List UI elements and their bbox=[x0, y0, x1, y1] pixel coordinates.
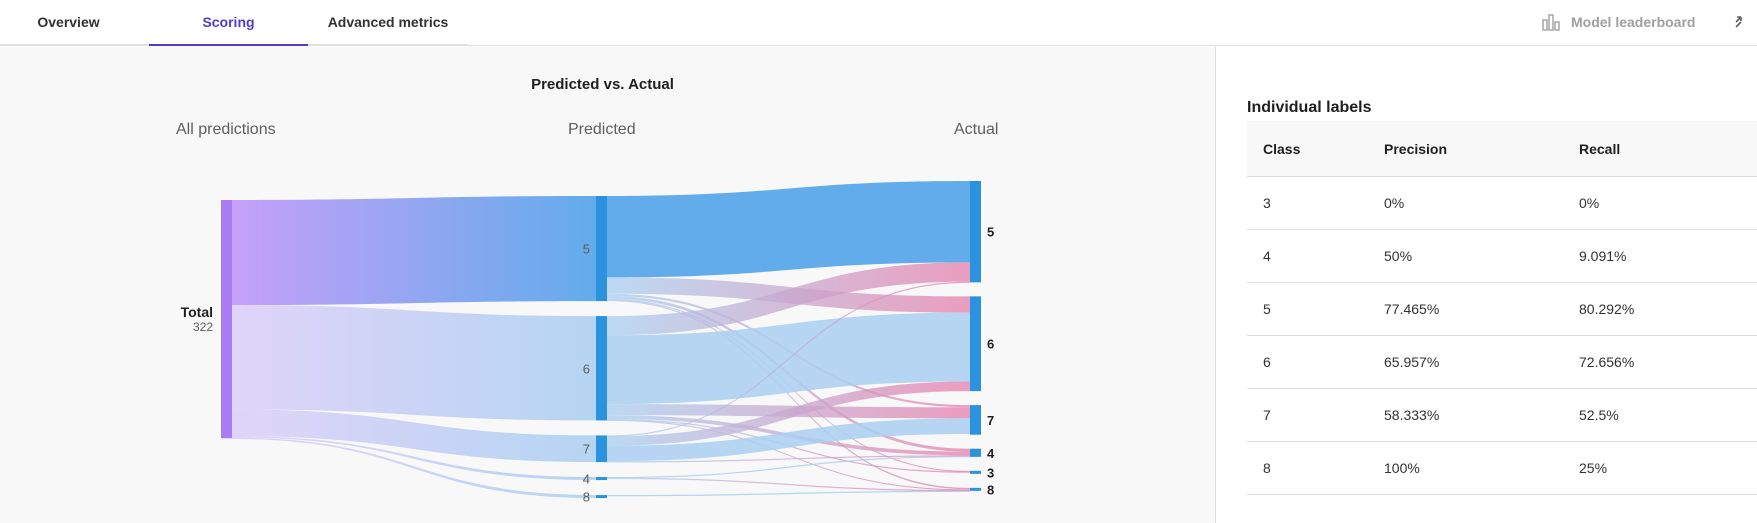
header-recall: Recall bbox=[1579, 140, 1621, 157]
cell-precision: 100% bbox=[1384, 460, 1420, 476]
cell-precision: 58.333% bbox=[1384, 407, 1440, 423]
header-precision: Precision bbox=[1384, 140, 1448, 157]
cell-recall: 0% bbox=[1579, 195, 1600, 211]
cell-class: 7 bbox=[1263, 407, 1271, 423]
flow-7-to-5 bbox=[607, 281, 970, 437]
node-predicted-7 bbox=[596, 435, 607, 463]
table-row: 5 77.465% 80.292% bbox=[1247, 283, 1757, 336]
label-predicted-6: 6 bbox=[583, 361, 590, 376]
label-actual-3: 3 bbox=[987, 465, 994, 480]
node-predicted-6 bbox=[596, 316, 607, 421]
label-total: Total bbox=[181, 304, 213, 320]
node-actual-8 bbox=[970, 487, 981, 491]
label-total-count: 322 bbox=[193, 320, 213, 334]
label-actual-6: 6 bbox=[987, 337, 994, 352]
bar-chart-icon bbox=[1542, 14, 1560, 31]
table-row: 6 65.957% 72.656% bbox=[1247, 336, 1757, 389]
individual-labels-table: Class Precision Recall 3 0% 0% 4 50% 9.0… bbox=[1247, 121, 1757, 495]
label-predicted-5: 5 bbox=[583, 242, 590, 257]
flow-6-to-8 bbox=[607, 419, 970, 491]
collapse-icon[interactable] bbox=[1732, 12, 1752, 32]
tab-scoring[interactable]: Scoring bbox=[149, 0, 308, 46]
top-navigation: Overview Scoring Advanced metrics Model … bbox=[0, 0, 1757, 46]
flow-source-to-predicted-6 bbox=[232, 305, 596, 421]
flow-5-to-8 bbox=[607, 299, 970, 490]
panel-divider bbox=[1215, 47, 1216, 523]
label-actual-5: 5 bbox=[987, 225, 994, 240]
node-actual-6 bbox=[970, 296, 981, 392]
label-actual-4: 4 bbox=[987, 446, 995, 461]
cell-precision: 77.465% bbox=[1384, 301, 1440, 317]
flow-8-to-8 bbox=[607, 490, 970, 497]
flow-4-to-8 bbox=[607, 477, 970, 492]
individual-labels-title: Individual labels bbox=[1247, 99, 1372, 116]
cell-recall: 80.292% bbox=[1579, 301, 1635, 317]
cell-recall: 9.091% bbox=[1579, 248, 1627, 264]
flow-source-to-predicted-5 bbox=[232, 196, 596, 306]
label-actual-8: 8 bbox=[987, 482, 994, 497]
node-predicted-5 bbox=[596, 196, 607, 302]
node-total bbox=[221, 200, 232, 439]
chart-title: Predicted vs. Actual bbox=[531, 76, 674, 93]
node-actual-7 bbox=[970, 405, 981, 435]
cell-recall: 52.5% bbox=[1579, 407, 1619, 423]
node-actual-3 bbox=[970, 470, 981, 474]
cell-recall: 25% bbox=[1579, 460, 1608, 476]
flow-7-to-4 bbox=[607, 455, 970, 463]
cell-precision: 50% bbox=[1384, 248, 1413, 264]
column-header-actual: Actual bbox=[954, 121, 999, 138]
flow-source-to-predicted-8 bbox=[232, 437, 596, 499]
model-leaderboard-button[interactable]: Model leaderboard bbox=[1541, 0, 1695, 44]
column-header-all-predictions: All predictions bbox=[176, 121, 276, 138]
flow-4-to-4 bbox=[607, 456, 970, 479]
flow-5-to-5 bbox=[607, 181, 970, 278]
cell-precision: 0% bbox=[1384, 195, 1405, 211]
cell-class: 6 bbox=[1263, 354, 1271, 370]
cell-class: 3 bbox=[1263, 195, 1271, 211]
flow-7-to-6 bbox=[607, 381, 970, 446]
flow-6-to-5 bbox=[607, 262, 970, 336]
cell-class: 5 bbox=[1263, 301, 1271, 317]
flow-source-to-predicted-4 bbox=[232, 436, 596, 481]
node-actual-5 bbox=[970, 181, 981, 283]
node-actual-4 bbox=[970, 448, 981, 457]
table-row: 7 58.333% 52.5% bbox=[1247, 389, 1757, 442]
model-leaderboard-label: Model leaderboard bbox=[1571, 14, 1696, 30]
cell-class: 8 bbox=[1263, 460, 1271, 476]
flow-7-to-7 bbox=[607, 418, 970, 462]
flow-6-to-6 bbox=[607, 312, 970, 405]
cell-recall: 72.656% bbox=[1579, 354, 1635, 370]
table-header-row: Class Precision Recall bbox=[1247, 121, 1757, 177]
header-class: Class bbox=[1263, 140, 1301, 157]
column-header-predicted: Predicted bbox=[568, 121, 636, 138]
node-predicted-8 bbox=[596, 495, 607, 499]
table-row: 8 100% 25% bbox=[1247, 442, 1757, 495]
label-predicted-8: 8 bbox=[583, 490, 590, 505]
label-actual-7: 7 bbox=[987, 413, 994, 428]
label-predicted-4: 4 bbox=[583, 472, 590, 487]
node-predicted-4 bbox=[596, 477, 607, 481]
label-predicted-7: 7 bbox=[583, 442, 590, 457]
cell-precision: 65.957% bbox=[1384, 354, 1440, 370]
tab-overview[interactable]: Overview bbox=[37, 14, 100, 30]
cell-class: 4 bbox=[1263, 248, 1271, 264]
flow-source-to-predicted-7 bbox=[232, 409, 596, 463]
table-row: 3 0% 0% bbox=[1247, 177, 1757, 230]
table-row: 4 50% 9.091% bbox=[1247, 230, 1757, 283]
tab-advanced-metrics[interactable]: Advanced metrics bbox=[327, 14, 449, 30]
